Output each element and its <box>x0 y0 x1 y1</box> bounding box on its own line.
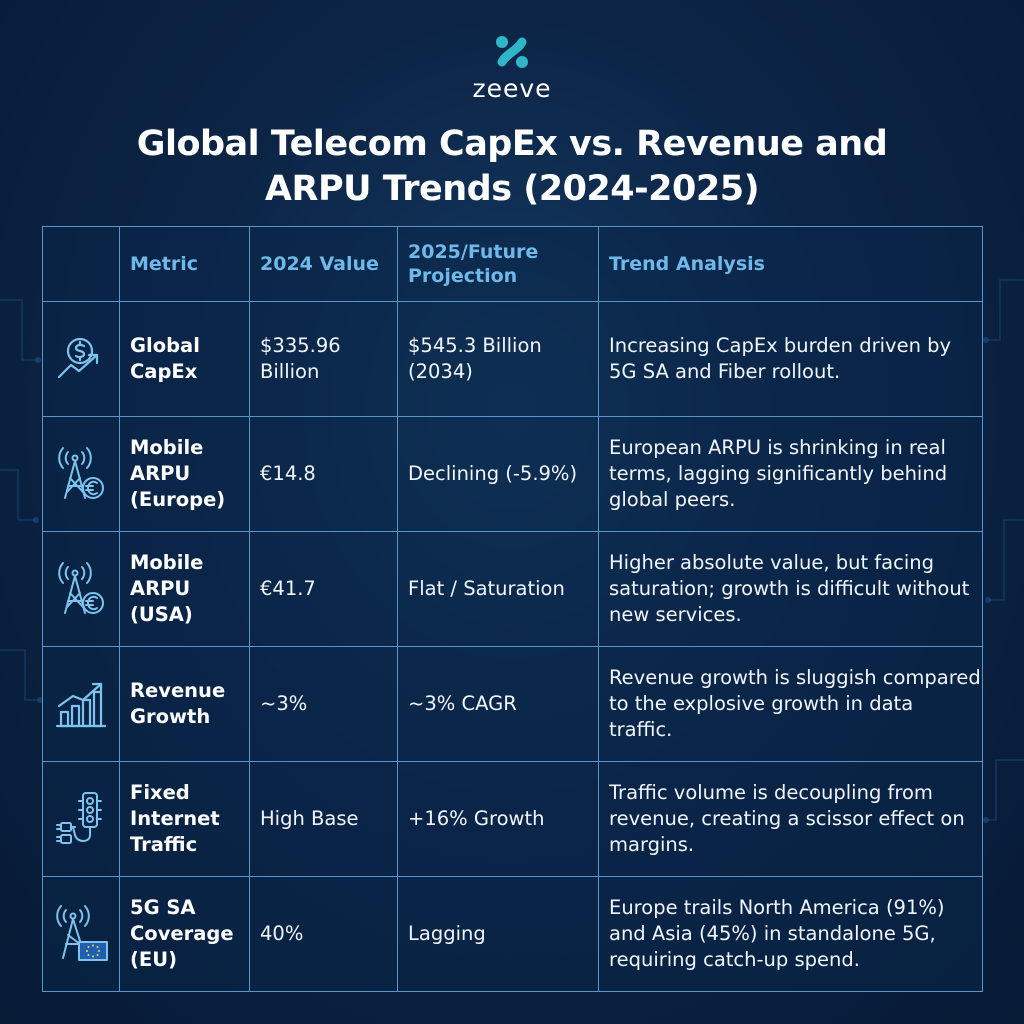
dollar-growth-icon <box>57 337 99 379</box>
table-row: Fixed Internet Traffic High Base +16% Gr… <box>42 761 983 877</box>
value-2024-cell: $335.96 Billion <box>249 301 398 417</box>
row-icon-cell <box>42 876 120 992</box>
header-projection: 2025/Future Projection <box>397 226 599 302</box>
table-header-row: Metric 2024 Value 2025/Future Projection… <box>42 226 983 302</box>
metric-cell: 5G SA Coverage (EU) <box>119 876 250 992</box>
header-2024-value: 2024 Value <box>249 226 398 302</box>
projection-cell: Lagging <box>397 876 599 992</box>
trend-analysis-cell: Europe trails North America (91%) and As… <box>598 876 983 992</box>
bar-chart-growth-icon <box>55 682 107 728</box>
value-2024-cell: High Base <box>249 761 398 877</box>
value-2024-cell: €14.8 <box>249 416 398 532</box>
page-title: Global Telecom CapEx vs. Revenue and ARP… <box>60 122 964 212</box>
trend-analysis-cell: Higher absolute value, but facing satura… <box>598 531 983 647</box>
brand-logo: zeeve <box>0 32 1024 103</box>
metric-cell: Mobile ARPU (USA) <box>119 531 250 647</box>
value-2024-cell: ~3% <box>249 646 398 762</box>
trend-analysis-cell: European ARPU is shrinking in real terms… <box>598 416 983 532</box>
value-2024-cell: €41.7 <box>249 531 398 647</box>
table-row: 5G SA Coverage (EU) 40% Lagging Europe t… <box>42 876 983 992</box>
projection-cell: ~3% CAGR <box>397 646 599 762</box>
metric-cell: Revenue Growth <box>119 646 250 762</box>
row-icon-cell <box>42 531 120 647</box>
traffic-light-plug-icon <box>56 792 102 844</box>
title-line-1: Global Telecom CapEx vs. Revenue and <box>136 124 888 164</box>
header-metric: Metric <box>119 226 250 302</box>
trend-analysis-cell: Revenue growth is sluggish compared to t… <box>598 646 983 762</box>
tower-euro-icon <box>58 562 104 614</box>
title-line-2: ARPU Trends (2024-2025) <box>264 169 760 209</box>
zeeve-logo-icon <box>496 36 528 68</box>
header-trend-analysis: Trend Analysis <box>598 226 983 302</box>
table-row: Global CapEx $335.96 Billion $545.3 Bill… <box>42 301 983 417</box>
trend-analysis-cell: Increasing CapEx burden driven by 5G SA … <box>598 301 983 417</box>
row-icon-cell <box>42 416 120 532</box>
metric-cell: Global CapEx <box>119 301 250 417</box>
tower-euro-icon <box>58 447 104 499</box>
tower-eu-flag-icon <box>56 905 108 961</box>
projection-cell: Flat / Saturation <box>397 531 599 647</box>
projection-cell: +16% Growth <box>397 761 599 877</box>
table-row: Revenue Growth ~3% ~3% CAGR Revenue grow… <box>42 646 983 762</box>
row-icon-cell <box>42 301 120 417</box>
metric-cell: Fixed Internet Traffic <box>119 761 250 877</box>
table-row: Mobile ARPU (Europe) €14.8 Declining (-5… <box>42 416 983 532</box>
row-icon-cell <box>42 761 120 877</box>
row-icon-cell <box>42 646 120 762</box>
projection-cell: $545.3 Billion (2034) <box>397 301 599 417</box>
header-icon-column <box>42 226 120 302</box>
trend-analysis-cell: Traffic volume is decoupling from revenu… <box>598 761 983 877</box>
brand-name: zeeve <box>472 74 552 103</box>
projection-cell: Declining (-5.9%) <box>397 416 599 532</box>
metric-cell: Mobile ARPU (Europe) <box>119 416 250 532</box>
table-row: Mobile ARPU (USA) €41.7 Flat / Saturatio… <box>42 531 983 647</box>
comparison-table: Metric 2024 Value 2025/Future Projection… <box>42 226 983 992</box>
value-2024-cell: 40% <box>249 876 398 992</box>
